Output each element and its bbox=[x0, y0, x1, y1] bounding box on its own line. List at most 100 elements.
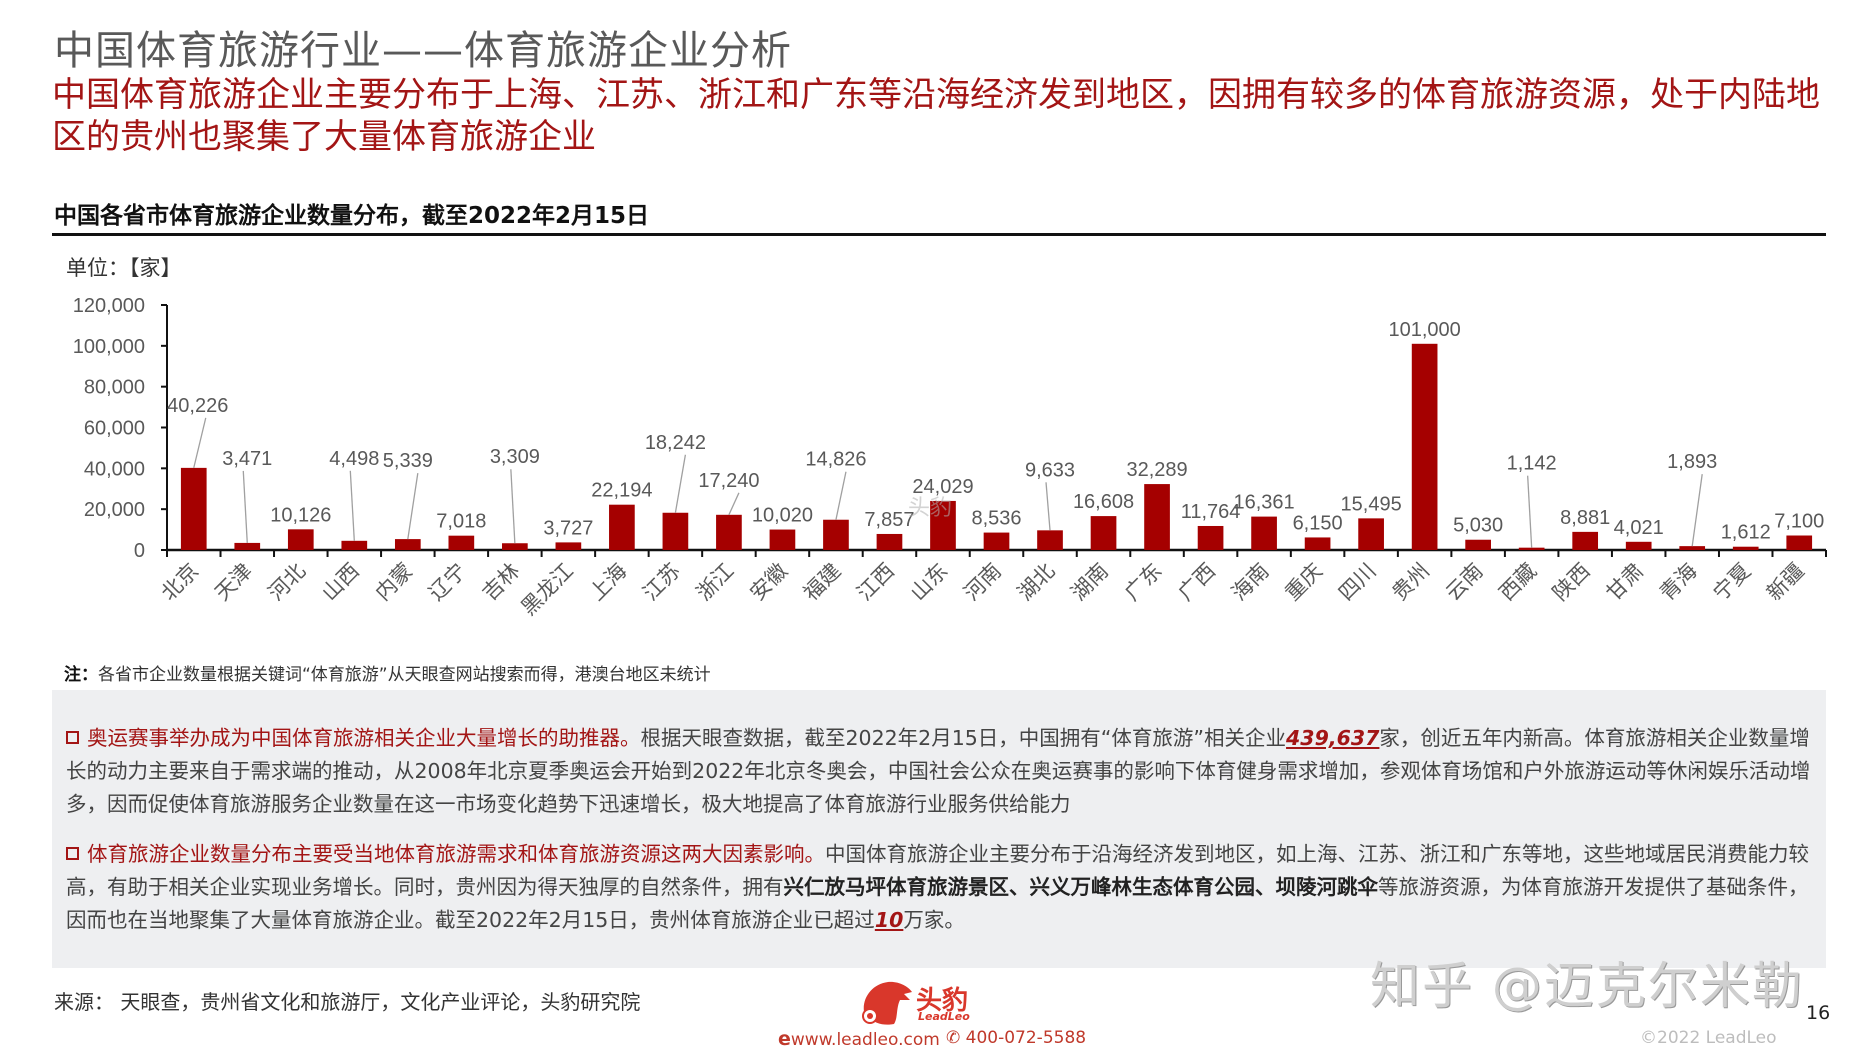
bar-安徽 bbox=[769, 529, 796, 550]
category-label: 山西 bbox=[317, 559, 364, 606]
category-label: 海南 bbox=[1227, 559, 1274, 606]
chart-unit-label: 单位：【家】 bbox=[66, 256, 182, 280]
category-label: 江苏 bbox=[638, 559, 685, 606]
y-tick-label: 80,000 bbox=[84, 377, 145, 399]
chart-title: 中国各省市体育旅游企业数量分布，截至2022年2月15日 bbox=[54, 203, 650, 229]
paragraph-text: 中国体育旅游企业主要分布于沿海经济发到地区，如上海、江苏、浙江和广东等地，这些地… bbox=[66, 842, 1809, 899]
leader-line bbox=[510, 469, 516, 544]
phone-text: 400-072-5588 bbox=[965, 1028, 1087, 1048]
paragraph-lead: 体育旅游企业数量分布主要受当地体育旅游需求和体育旅游资源这两大因素影响。 bbox=[87, 842, 825, 866]
bar-新疆 bbox=[1786, 535, 1813, 550]
phone-contact: ✆ 400-072-5588 bbox=[946, 1028, 1086, 1048]
bar-宁夏 bbox=[1732, 546, 1759, 550]
bar-四川 bbox=[1358, 518, 1384, 550]
category-label: 宁夏 bbox=[1709, 559, 1756, 606]
paragraph-text: 家，创近五年内新高。体育旅游相关企业数量增长的动力主要来自于需求端的推动，从20… bbox=[66, 726, 1811, 816]
bar-西藏 bbox=[1518, 547, 1545, 550]
value-label: 16,608 bbox=[1073, 491, 1134, 513]
bar-云南 bbox=[1465, 539, 1491, 550]
paragraph-text: 万家。 bbox=[903, 908, 965, 932]
leader-line bbox=[1527, 475, 1533, 548]
phone-icon: ✆ bbox=[946, 1028, 966, 1048]
leader-line bbox=[835, 471, 847, 520]
bar-青海 bbox=[1679, 546, 1706, 550]
category-label: 新疆 bbox=[1762, 559, 1809, 606]
category-label: 江西 bbox=[852, 559, 899, 606]
value-label: 8,881 bbox=[1560, 507, 1610, 529]
bar-山西 bbox=[341, 540, 368, 550]
paragraph-lead: 奥运赛事举办成为中国体育旅游相关企业大量增长的助推器。 bbox=[87, 726, 641, 750]
bar-海南 bbox=[1251, 516, 1277, 550]
browser-e-icon: e bbox=[778, 1028, 791, 1050]
bar-河南 bbox=[983, 532, 1010, 550]
highlight-number: 439,637 bbox=[1286, 726, 1380, 750]
bar-湖北 bbox=[1037, 530, 1063, 550]
bar-内蒙 bbox=[394, 539, 421, 550]
value-label: 101,000 bbox=[1388, 319, 1460, 341]
bar-河北 bbox=[287, 529, 314, 550]
page-title: 中国体育旅游行业——体育旅游企业分析 bbox=[54, 28, 792, 74]
checkbox-bullet-icon bbox=[66, 847, 79, 860]
value-label: 4,498 bbox=[329, 448, 379, 470]
value-label: 10,020 bbox=[752, 505, 813, 527]
category-label: 安徽 bbox=[745, 559, 792, 606]
bar-辽宁 bbox=[448, 535, 475, 550]
value-label: 11,764 bbox=[1181, 501, 1241, 523]
leader-line bbox=[1045, 482, 1051, 531]
summary-paragraph-olympics: 奥运赛事举办成为中国体育旅游相关企业大量增长的助推器。根据天眼查数据，截至202… bbox=[66, 722, 1816, 821]
value-label: 1,612 bbox=[1721, 522, 1771, 544]
logo-text: 头豹 bbox=[916, 986, 969, 1016]
website-link[interactable]: ewww.leadleo.com bbox=[778, 1028, 940, 1050]
value-label: 5,339 bbox=[383, 450, 433, 472]
page-number: 16 bbox=[1806, 1002, 1831, 1024]
leader-line bbox=[674, 454, 687, 513]
bold-resources: 兴仁放马坪体育旅游景区、兴义万峰林生态体育公园、坝陵河跳伞 bbox=[783, 875, 1379, 899]
summary-box bbox=[52, 690, 1826, 968]
category-label: 浙江 bbox=[692, 559, 739, 606]
bar-山东 bbox=[930, 500, 956, 550]
category-label: 重庆 bbox=[1280, 559, 1327, 606]
value-label: 8,536 bbox=[971, 508, 1021, 530]
bar-广西 bbox=[1197, 525, 1224, 550]
category-label: 上海 bbox=[585, 559, 632, 606]
value-label: 6,150 bbox=[1293, 512, 1343, 534]
bar-天津 bbox=[234, 542, 261, 550]
leader-line bbox=[349, 470, 355, 541]
y-tick-label: 100,000 bbox=[73, 336, 145, 358]
bar-chart: 0 20,000 40,000 60,000 80,000 100,000 120,000 4… bbox=[73, 295, 1827, 620]
y-tick-label: 60,000 bbox=[84, 418, 145, 440]
leader-line bbox=[193, 417, 207, 469]
value-label: 3,309 bbox=[490, 446, 540, 468]
bar-甘肃 bbox=[1625, 541, 1652, 550]
category-label: 内蒙 bbox=[371, 559, 418, 606]
y-tick-label: 20,000 bbox=[84, 499, 145, 521]
leader-line bbox=[242, 470, 248, 543]
value-label: 4,021 bbox=[1614, 517, 1664, 539]
category-label: 山东 bbox=[906, 559, 953, 606]
bar-浙江 bbox=[716, 514, 742, 550]
category-label: 湖北 bbox=[1013, 559, 1060, 606]
category-label: 青海 bbox=[1655, 559, 1702, 606]
source-line: 来源： 天眼查，贵州省文化和旅游厅，文化产业评论，头豹研究院 bbox=[54, 990, 641, 1014]
category-label: 西藏 bbox=[1495, 559, 1542, 606]
bar-陕西 bbox=[1572, 531, 1599, 550]
category-label: 陕西 bbox=[1548, 559, 1595, 606]
website-text: www.leadleo.com bbox=[790, 1030, 940, 1050]
value-label: 15,495 bbox=[1341, 493, 1402, 515]
leader-line bbox=[1691, 474, 1703, 547]
category-label: 福建 bbox=[799, 559, 846, 606]
value-label: 7,100 bbox=[1774, 511, 1824, 533]
y-tick-label: 40,000 bbox=[84, 458, 145, 480]
category-label: 天津 bbox=[210, 559, 257, 606]
value-label: 1,893 bbox=[1667, 451, 1717, 473]
bar-吉林 bbox=[502, 543, 528, 550]
value-label: 1,142 bbox=[1507, 453, 1557, 475]
value-label: 22,194 bbox=[591, 480, 652, 502]
logo-subtext: LeadLeo bbox=[918, 1010, 970, 1023]
paragraph-text: 根据天眼查数据，截至2022年2月15日，中国拥有“体育旅游”相关企业 bbox=[640, 726, 1287, 750]
value-label: 32,289 bbox=[1126, 459, 1187, 481]
bar-黑龙江 bbox=[555, 542, 582, 550]
category-label: 广西 bbox=[1173, 559, 1220, 606]
y-tick-label: 120,000 bbox=[73, 295, 145, 317]
zhihu-watermark: 知乎 @迈克尔米勒 bbox=[1370, 957, 1804, 1015]
